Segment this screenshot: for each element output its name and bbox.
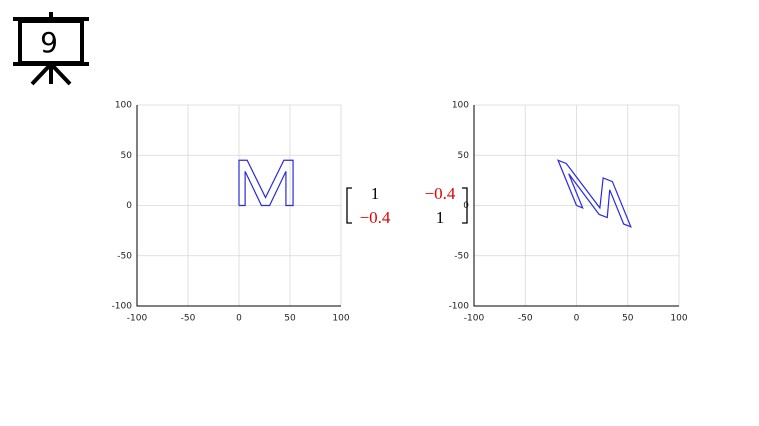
matrix-entry: −0.4 [425, 184, 456, 203]
x-tick-label: 0 [236, 314, 242, 324]
data-line [556, 159, 632, 228]
y-tick-label: -100 [449, 302, 470, 312]
y-tick-label: 100 [452, 101, 469, 111]
y-tick-label: 100 [115, 101, 132, 111]
x-tick-label: -50 [518, 314, 533, 324]
y-tick-label: 0 [126, 201, 132, 211]
matrix-entry: 1 [371, 184, 380, 203]
x-tick-label: -100 [127, 314, 148, 324]
y-tick-label: -100 [112, 302, 133, 312]
y-tick-label: -50 [117, 251, 132, 261]
matrix-entry: 1 [436, 208, 445, 227]
x-tick-label: -100 [464, 314, 485, 324]
slide-number: 9 [40, 26, 58, 59]
axis [473, 105, 679, 307]
axis [136, 105, 341, 307]
y-tick-label: -50 [454, 251, 469, 261]
bracket [346, 187, 352, 224]
x-tick-label: 50 [284, 314, 296, 324]
y-tick-label: 0 [463, 201, 469, 211]
x-tick-label: 0 [574, 314, 580, 324]
x-tick-label: 100 [332, 314, 349, 324]
easel-icon [13, 12, 89, 86]
x-tick-label: 100 [670, 314, 687, 324]
bracket [462, 187, 468, 224]
x-tick-label: -50 [181, 314, 196, 324]
y-tick-label: 50 [458, 151, 470, 161]
x-tick-label: 50 [622, 314, 634, 324]
matrix-entry: −0.4 [360, 208, 391, 227]
matrix: 1 −0.4 −0.4 1 [346, 184, 468, 227]
data-line [238, 159, 294, 207]
y-tick-label: 50 [121, 151, 133, 161]
